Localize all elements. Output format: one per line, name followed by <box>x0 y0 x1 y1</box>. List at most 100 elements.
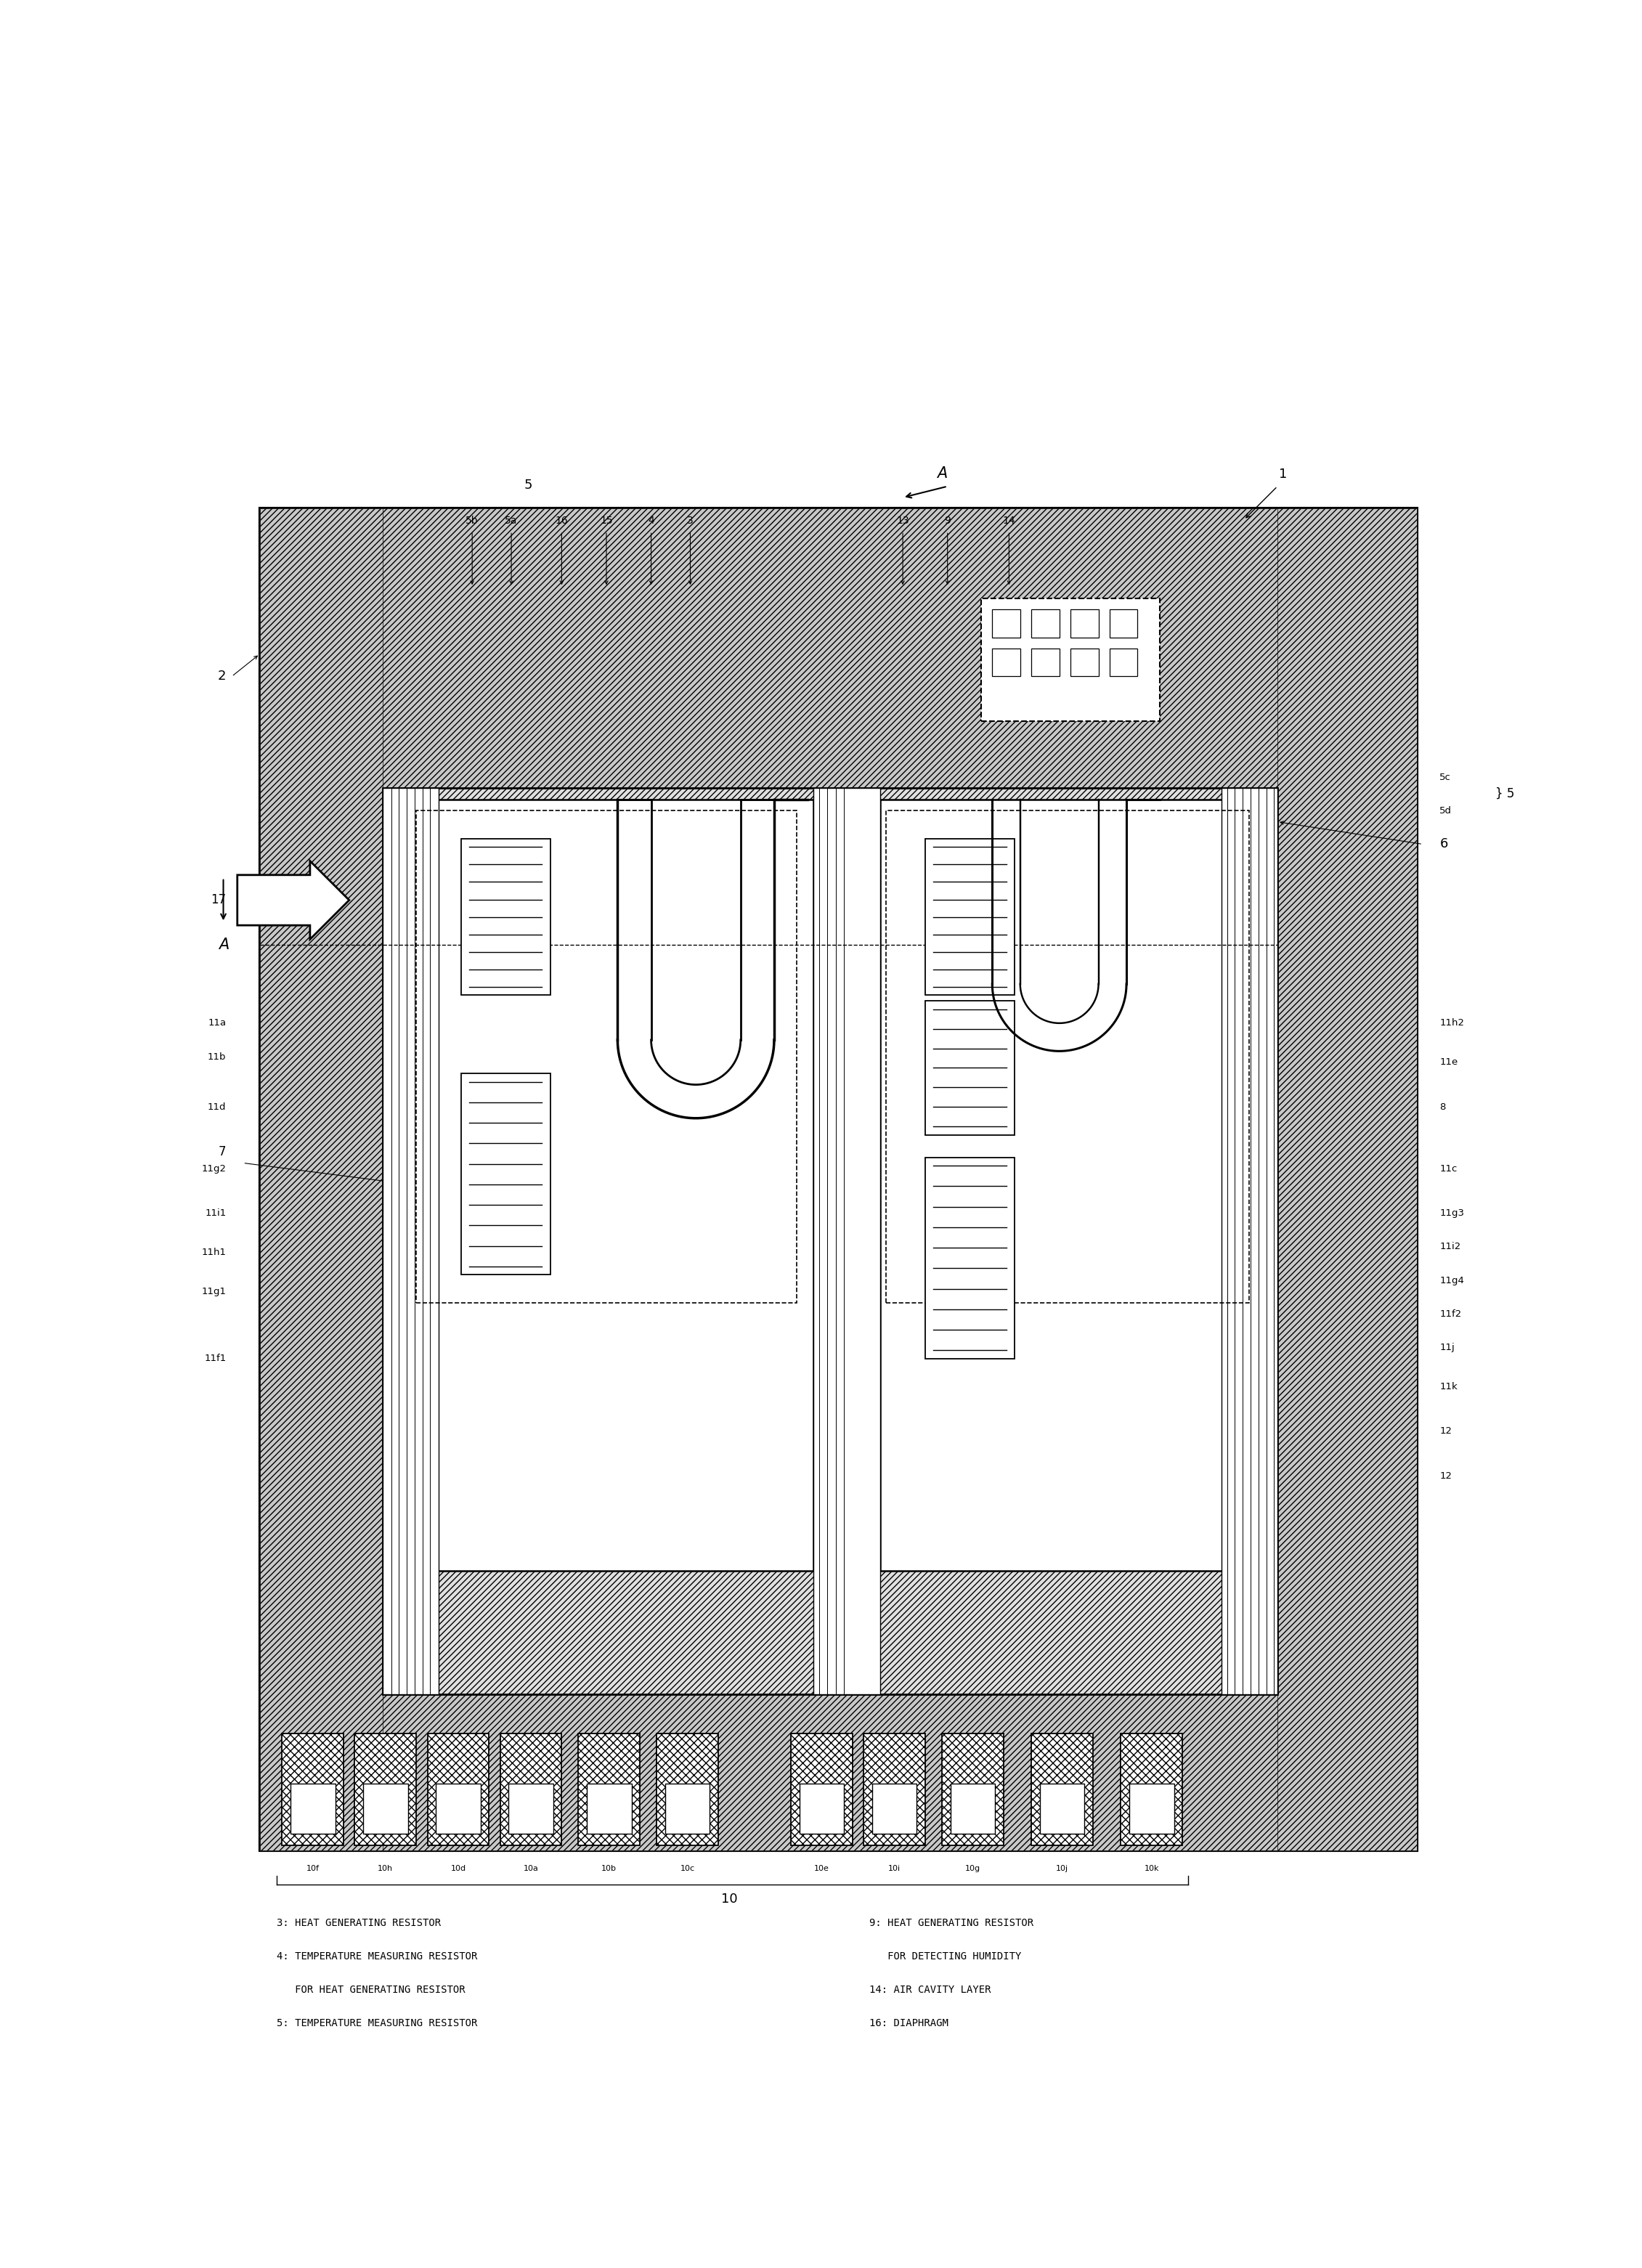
Text: 15: 15 <box>599 515 612 526</box>
Bar <box>383 789 1277 1694</box>
Text: 10j: 10j <box>1056 1864 1069 1871</box>
Bar <box>924 839 1015 996</box>
Text: 11g3: 11g3 <box>1440 1209 1465 1218</box>
Bar <box>586 1783 632 1835</box>
Bar <box>259 508 1417 1851</box>
Text: $A$: $A$ <box>936 467 947 481</box>
Bar <box>461 839 550 996</box>
Text: 10: 10 <box>721 1894 737 1905</box>
Bar <box>383 789 438 1694</box>
Text: 10h: 10h <box>378 1864 392 1871</box>
Text: 2: 2 <box>218 669 227 683</box>
Bar <box>813 789 880 1694</box>
Bar <box>665 1783 709 1835</box>
Bar <box>410 801 813 1572</box>
Text: 12: 12 <box>1440 1472 1452 1481</box>
Text: 11g1: 11g1 <box>202 1286 227 1297</box>
Bar <box>1071 649 1098 676</box>
Text: 10f: 10f <box>307 1864 319 1871</box>
Text: 16: DIAPHRAGM: 16: DIAPHRAGM <box>869 2019 949 2028</box>
Bar <box>282 1733 343 1846</box>
Text: 11j: 11j <box>1440 1343 1455 1352</box>
Text: 10d: 10d <box>450 1864 466 1871</box>
Bar <box>800 1783 844 1835</box>
Text: 11d: 11d <box>207 1102 227 1111</box>
Bar <box>578 1733 640 1846</box>
Bar <box>259 1694 1417 1851</box>
Bar <box>355 1733 417 1846</box>
Bar <box>887 810 1250 1302</box>
Bar <box>435 1783 481 1835</box>
Text: 8: 8 <box>1440 1102 1445 1111</box>
Bar <box>1121 1733 1182 1846</box>
Text: 14: 14 <box>1003 515 1015 526</box>
Bar <box>461 1073 550 1275</box>
Bar <box>1039 1783 1084 1835</box>
Bar <box>1031 649 1059 676</box>
Text: 11c: 11c <box>1440 1163 1458 1173</box>
Text: 11k: 11k <box>1440 1381 1458 1390</box>
Bar <box>417 810 796 1302</box>
Text: 5: 5 <box>524 479 532 492</box>
Text: 4: 4 <box>649 515 654 526</box>
Bar <box>363 1783 407 1835</box>
Bar <box>657 1733 718 1846</box>
Text: 10i: 10i <box>888 1864 900 1871</box>
Text: 11h1: 11h1 <box>202 1247 227 1256</box>
Text: 11a: 11a <box>209 1018 227 1027</box>
Bar <box>924 1000 1015 1134</box>
Text: FOR HEAT GENERATING RESISTOR: FOR HEAT GENERATING RESISTOR <box>276 1984 465 1996</box>
Bar <box>992 649 1020 676</box>
Text: 4: TEMPERATURE MEASURING RESISTOR: 4: TEMPERATURE MEASURING RESISTOR <box>276 1950 478 1962</box>
Text: 10c: 10c <box>680 1864 695 1871</box>
Text: $A$: $A$ <box>217 937 230 953</box>
Bar <box>291 1783 335 1835</box>
Text: 11f1: 11f1 <box>204 1354 227 1363</box>
Text: } 5: } 5 <box>1496 787 1514 801</box>
Bar <box>864 1733 924 1846</box>
Text: 5: TEMPERATURE MEASURING RESISTOR: 5: TEMPERATURE MEASURING RESISTOR <box>276 2019 478 2028</box>
Text: 9: 9 <box>944 515 951 526</box>
Text: 9: HEAT GENERATING RESISTOR: 9: HEAT GENERATING RESISTOR <box>869 1919 1033 1928</box>
Bar <box>1031 610 1059 637</box>
Text: 1: 1 <box>1279 467 1287 481</box>
Text: 17: 17 <box>210 894 227 907</box>
Text: 13: 13 <box>897 515 910 526</box>
Text: 11i1: 11i1 <box>205 1209 227 1218</box>
Text: 16: 16 <box>555 515 568 526</box>
Text: 3: 3 <box>686 515 693 526</box>
Text: 10a: 10a <box>524 1864 539 1871</box>
Bar <box>383 789 1277 1694</box>
Text: 10e: 10e <box>814 1864 829 1871</box>
Bar <box>1110 649 1138 676</box>
Bar <box>427 1733 489 1846</box>
FancyArrow shape <box>238 862 350 939</box>
Text: 5d: 5d <box>1440 805 1452 816</box>
Bar <box>924 1157 1015 1359</box>
Bar <box>872 1783 916 1835</box>
Text: 14: AIR CAVITY LAYER: 14: AIR CAVITY LAYER <box>869 1984 990 1996</box>
Text: 3: HEAT GENERATING RESISTOR: 3: HEAT GENERATING RESISTOR <box>276 1919 440 1928</box>
Text: 11g2: 11g2 <box>202 1163 227 1173</box>
Text: 10b: 10b <box>601 1864 617 1871</box>
Bar <box>880 801 1254 1572</box>
Text: 12: 12 <box>1440 1427 1452 1436</box>
Text: 5c: 5c <box>1440 773 1452 782</box>
Text: 5b: 5b <box>466 515 478 526</box>
Text: FOR DETECTING HUMIDITY: FOR DETECTING HUMIDITY <box>869 1950 1021 1962</box>
Text: 11f2: 11f2 <box>1440 1309 1461 1318</box>
Text: 10g: 10g <box>965 1864 980 1871</box>
Bar <box>791 1733 852 1846</box>
Bar <box>992 610 1020 637</box>
Text: 11g4: 11g4 <box>1440 1275 1465 1286</box>
Bar <box>259 508 383 1851</box>
Bar <box>951 1783 995 1835</box>
Text: 11i2: 11i2 <box>1440 1243 1461 1252</box>
Text: 11h2: 11h2 <box>1440 1018 1465 1027</box>
Text: 10k: 10k <box>1144 1864 1159 1871</box>
Text: 7: 7 <box>218 1145 227 1159</box>
Text: 11b: 11b <box>207 1052 227 1061</box>
Bar <box>1031 1733 1094 1846</box>
Bar <box>1110 610 1138 637</box>
Bar <box>1071 610 1098 637</box>
